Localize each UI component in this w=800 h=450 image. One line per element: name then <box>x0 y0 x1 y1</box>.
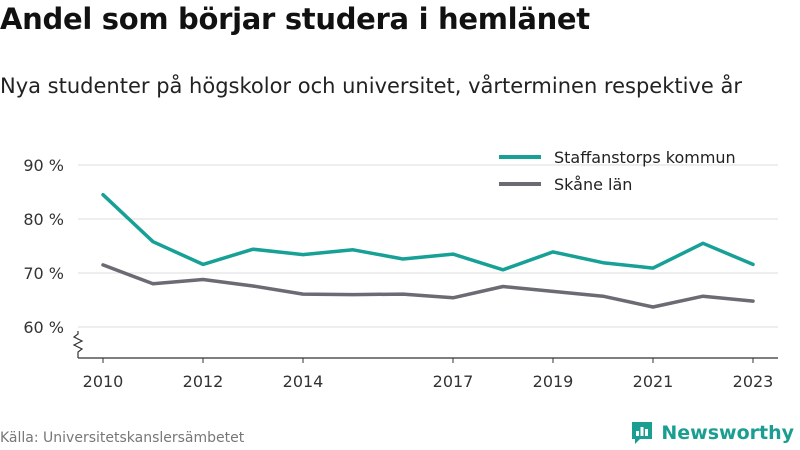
x-tick-label: 2023 <box>733 372 774 391</box>
x-tick-label: 2017 <box>433 372 474 391</box>
chart-subtitle: Nya studenter på högskolor och universit… <box>0 74 742 98</box>
series-line <box>101 263 755 309</box>
chart-title: Andel som börjar studera i hemlänet <box>0 2 590 36</box>
x-tick-label: 2010 <box>83 372 124 391</box>
y-tick-label: 70 % <box>23 264 64 283</box>
legend-label: Skåne län <box>554 175 632 194</box>
y-tick-label: 90 % <box>23 156 64 175</box>
y-tick-label: 60 % <box>23 318 64 337</box>
brand-name: Newsworthy <box>661 422 794 444</box>
x-tick-label: 2019 <box>533 372 574 391</box>
legend-label: Staffanstorps kommun <box>554 148 736 167</box>
zigzag-break-icon <box>72 331 84 358</box>
x-tick-label: 2012 <box>183 372 224 391</box>
line-chart: 60 % 70 % 80 % 90 % 2010 2012 2014 2017 2019 2021… <box>23 148 778 391</box>
y-tick-label: 80 % <box>23 210 64 229</box>
x-tick-label: 2014 <box>283 372 324 391</box>
brand-logo: Newsworthy <box>630 420 794 446</box>
newsworthy-chart-icon <box>632 422 653 444</box>
x-tick-label: 2021 <box>633 372 674 391</box>
series-line <box>101 192 755 272</box>
source-note: Källa: Universitetskanslersämbetet <box>0 430 245 446</box>
